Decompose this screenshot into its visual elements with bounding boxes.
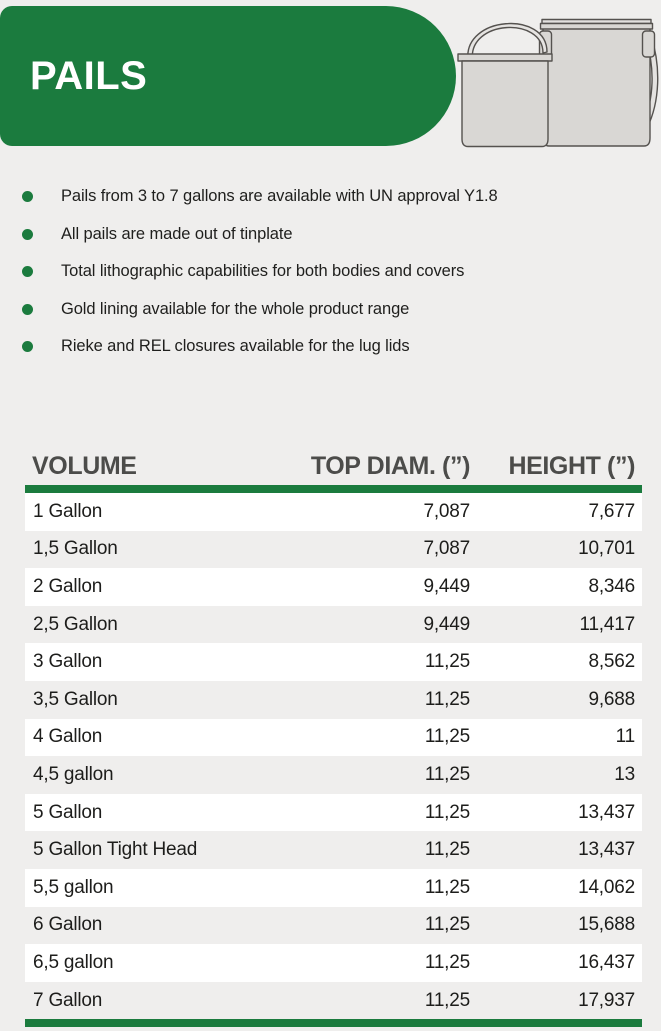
table-row: 3 Gallon 11,25 8,562 xyxy=(25,643,642,681)
table-row: 1 Gallon 7,087 7,677 xyxy=(25,493,642,531)
table-cell-volume: 1 Gallon xyxy=(33,500,103,522)
table-cell-height: 8,562 xyxy=(588,651,635,673)
table-cell-top-diam: 11,25 xyxy=(424,651,470,673)
table-row: 4,5 gallon 11,25 13 xyxy=(25,756,642,794)
bullet-icon xyxy=(22,191,33,202)
table-cell-volume: 1,5 Gallon xyxy=(33,538,118,560)
table-cell-top-diam: 11,25 xyxy=(424,951,470,973)
features-list: Pails from 3 to 7 gallons are available … xyxy=(21,186,643,374)
table-body: 1 Gallon 7,087 7,677 1,5 Gallon 7,087 10,701 2… xyxy=(25,493,642,1019)
table-cell-top-diam: 9,449 xyxy=(423,613,470,635)
table-row: 5,5 gallon 11,25 14,062 xyxy=(25,868,642,907)
bullet-icon xyxy=(22,341,33,352)
table-footer-bar xyxy=(25,1019,642,1028)
table-cell-height: 14,062 xyxy=(578,876,635,898)
feature-item: Pails from 3 to 7 gallons are available … xyxy=(21,186,643,207)
page-title: PAILS xyxy=(30,53,148,98)
table-cell-volume: 5 Gallon Tight Head xyxy=(33,839,198,861)
feature-text: Gold lining available for the whole prod… xyxy=(61,299,410,318)
table-cell-volume: 2 Gallon xyxy=(33,575,103,597)
table-row: 3,5 Gallon 11,25 9,688 xyxy=(25,681,642,719)
table-cell-height: 11 xyxy=(615,726,636,748)
table-cell-volume: 5 Gallon xyxy=(33,801,103,823)
table-cell-top-diam: 11,25 xyxy=(424,801,470,823)
table-cell-height: 7,677 xyxy=(588,500,635,522)
table-row: 6 Gallon 11,25 15,688 xyxy=(25,907,642,945)
feature-item: Gold lining available for the whole prod… xyxy=(21,299,643,320)
table-cell-top-diam: 9,449 xyxy=(423,575,470,597)
feature-text: Rieke and REL closures available for the… xyxy=(61,337,410,355)
table-cell-volume: 2,5 Gallon xyxy=(33,613,118,635)
spec-table: VOLUME TOP DIAM. (”) HEIGHT (”) 1 Gallon… xyxy=(25,443,642,1028)
bullet-icon xyxy=(22,228,33,240)
column-header-height: HEIGHT (”) xyxy=(508,452,635,480)
column-header-volume: VOLUME xyxy=(32,452,137,480)
table-cell-height: 13 xyxy=(614,763,635,785)
table-row: 2 Gallon 9,449 8,346 xyxy=(25,568,642,606)
table-cell-height: 11,417 xyxy=(579,613,635,635)
small-pail-icon xyxy=(457,22,553,148)
table-row: 7 Gallon 11,25 17,937 xyxy=(25,982,642,1020)
header-banner: PAILS xyxy=(0,6,456,146)
table-cell-top-diam: 11,25 xyxy=(424,989,470,1011)
feature-text: Total lithographic capabilities for both… xyxy=(61,262,465,280)
header-divider-bar xyxy=(25,485,642,493)
table-row: 4 Gallon 11,25 11 xyxy=(25,718,642,757)
large-pail-icon xyxy=(538,18,659,147)
table-header-row: VOLUME TOP DIAM. (”) HEIGHT (”) xyxy=(25,443,642,485)
table-cell-top-diam: 7,087 xyxy=(423,538,470,560)
table-cell-volume: 3,5 Gallon xyxy=(33,688,118,710)
table-cell-volume: 4 Gallon xyxy=(33,726,103,748)
table-cell-top-diam: 11,25 xyxy=(424,726,470,748)
table-cell-top-diam: 11,25 xyxy=(424,688,470,710)
table-cell-height: 9,688 xyxy=(588,688,635,710)
table-cell-top-diam: 7,087 xyxy=(423,500,470,522)
table-cell-height: 10,701 xyxy=(578,538,635,560)
table-cell-volume: 4,5 gallon xyxy=(33,763,114,785)
feature-text: Pails from 3 to 7 gallons are available … xyxy=(61,187,498,205)
bullet-icon xyxy=(22,266,33,277)
table-row: 6,5 gallon 11,25 16,437 xyxy=(25,944,642,982)
table-cell-top-diam: 11,25 xyxy=(424,914,470,936)
table-row: 5 Gallon Tight Head 11,25 13,437 xyxy=(25,831,642,869)
table-cell-top-diam: 11,25 xyxy=(424,763,470,785)
table-cell-volume: 7 Gallon xyxy=(33,989,103,1011)
table-row: 1,5 Gallon 7,087 10,701 xyxy=(25,531,642,569)
feature-text: All pails are made out of tinplate xyxy=(61,224,293,243)
feature-item: All pails are made out of tinplate xyxy=(21,224,643,245)
table-cell-volume: 5,5 gallon xyxy=(33,876,114,898)
table-cell-height: 8,346 xyxy=(588,575,635,597)
table-cell-height: 13,437 xyxy=(578,801,635,823)
table-cell-height: 13,437 xyxy=(578,839,635,861)
table-cell-top-diam: 11,25 xyxy=(424,876,470,898)
table-cell-height: 16,437 xyxy=(578,951,635,973)
table-row: 5 Gallon 11,25 13,437 xyxy=(25,793,642,832)
pails-illustration xyxy=(457,18,659,148)
bullet-icon xyxy=(22,303,33,315)
table-cell-volume: 6,5 gallon xyxy=(33,951,114,973)
table-cell-top-diam: 11,25 xyxy=(424,839,470,861)
table-cell-height: 15,688 xyxy=(578,914,635,936)
feature-item: Total lithographic capabilities for both… xyxy=(21,261,643,282)
table-cell-volume: 3 Gallon xyxy=(33,651,103,673)
table-row: 2,5 Gallon 9,449 11,417 xyxy=(25,606,642,644)
table-cell-height: 17,937 xyxy=(578,989,635,1011)
feature-item: Rieke and REL closures available for the… xyxy=(21,336,643,357)
column-header-top-diam: TOP DIAM. (”) xyxy=(310,452,471,480)
table-cell-volume: 6 Gallon xyxy=(33,914,103,936)
